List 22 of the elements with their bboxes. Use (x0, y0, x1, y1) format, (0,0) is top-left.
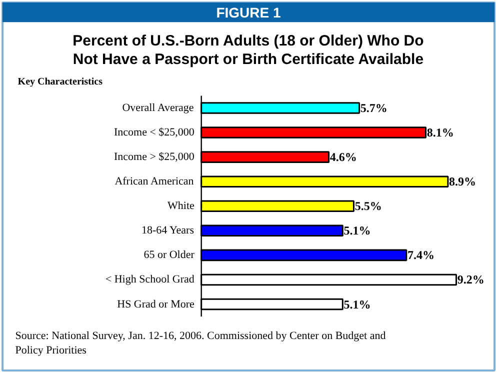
caption: FIGURE 1 (216, 4, 281, 20)
data-label: 7.4% (407, 248, 434, 262)
y-tick-label: Income < $25,000 (114, 126, 195, 139)
data-label: 8.1% (426, 126, 454, 140)
y-axis-title: Key Characteristics (18, 76, 103, 88)
y-tick-label: HS Grad or More (117, 298, 195, 310)
chart-title: Percent of U.S.-Born Adults (18 or Older) Who Do Not Have a Passport or Birth Certificate Available (72, 32, 424, 68)
data-label: 5.1% (344, 297, 371, 312)
data-label: 4.6% (330, 150, 357, 164)
data-label: 5.1% (344, 224, 371, 238)
y-tick-label: 18-64 Years (141, 224, 194, 237)
y-tick-label: White (168, 200, 195, 212)
y-tick-label: Overall Average (122, 102, 194, 114)
source-note: Source: National Survey, Jan. 12-16, 2006. Commissioned by Center on Budget and Policy Priorities (15, 330, 386, 356)
y-tick-label: Income > $25,000 (114, 151, 195, 164)
data-label: 8.9% (449, 174, 476, 189)
data-label: 5.5% (354, 199, 382, 214)
data-label: 9.2% (457, 272, 484, 287)
data-label: 5.7% (360, 100, 388, 115)
y-tick-label: < High School Grad (105, 274, 195, 286)
y-tick-label: 65 or Older (144, 249, 195, 262)
y-tick-label: African American (114, 176, 194, 188)
